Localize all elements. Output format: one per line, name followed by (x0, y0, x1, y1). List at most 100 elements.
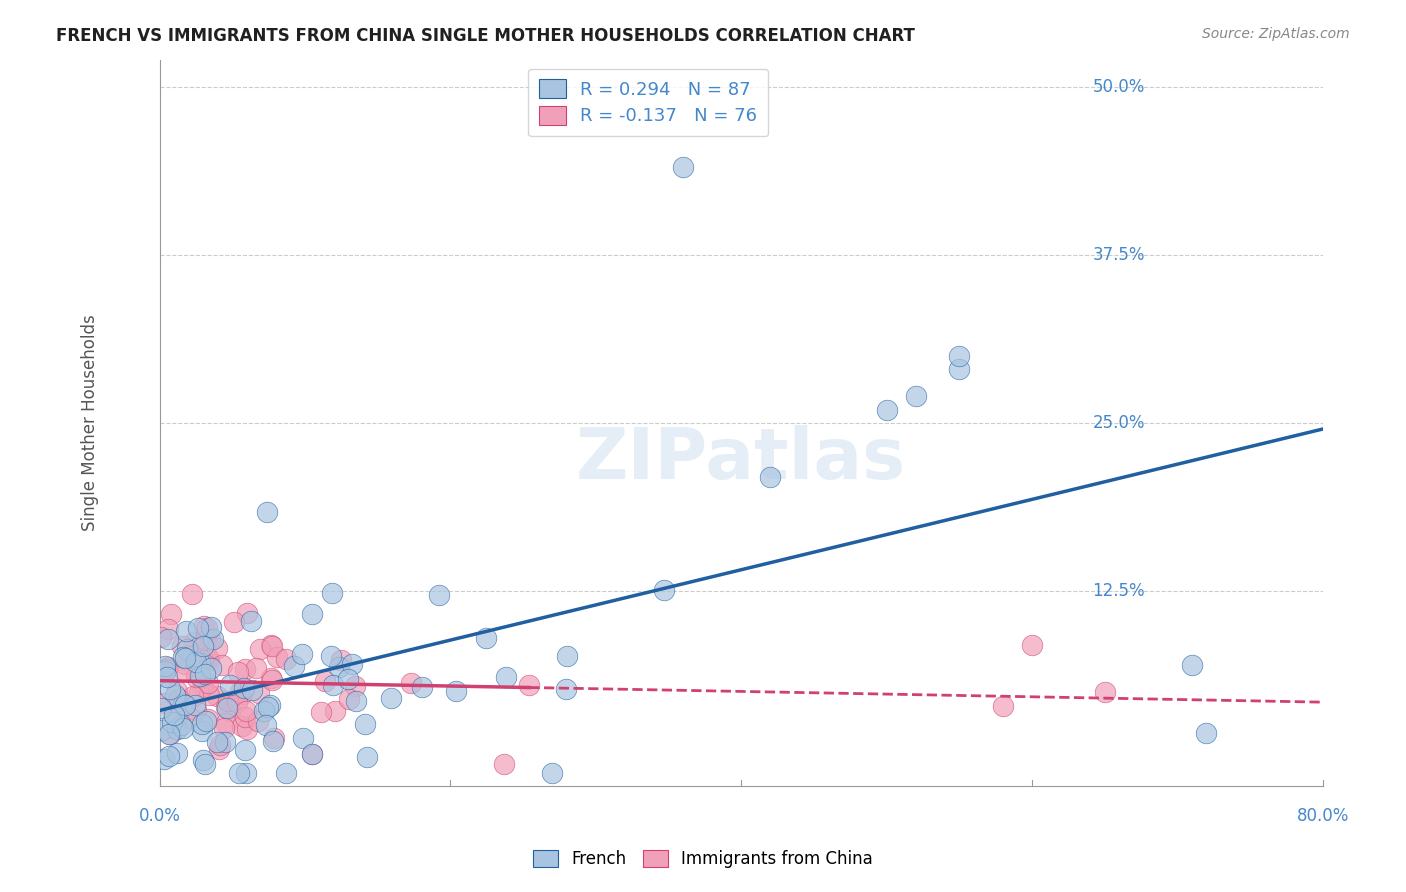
Point (172, 722, 194, 736)
Point (259, 638, 281, 652)
Point (200, 661, 222, 675)
Point (380, 690, 402, 705)
Point (174, 651, 197, 665)
Point (183, 698, 205, 712)
Point (240, 683, 263, 698)
Point (321, 586, 343, 600)
Point (209, 738, 232, 752)
Point (259, 698, 281, 712)
Point (191, 724, 214, 739)
Point (153, 696, 176, 710)
Point (256, 505, 278, 519)
Point (222, 615, 245, 629)
Text: 80.0%: 80.0% (1296, 806, 1348, 824)
Point (1094, 685, 1116, 699)
Point (554, 681, 576, 696)
Legend: R = 0.294   N = 87, R = -0.137   N = 76: R = 0.294 N = 87, R = -0.137 N = 76 (529, 69, 768, 136)
Point (186, 702, 208, 716)
Point (245, 660, 267, 674)
Point (195, 621, 218, 635)
Text: 25.0%: 25.0% (1092, 414, 1144, 432)
Point (191, 679, 214, 693)
Point (160, 715, 183, 730)
Point (231, 687, 253, 701)
Point (494, 757, 516, 772)
Point (225, 695, 247, 709)
Point (163, 688, 186, 702)
Point (235, 722, 257, 736)
Point (262, 639, 284, 653)
Text: 50.0%: 50.0% (1092, 78, 1144, 95)
Point (1021, 638, 1043, 652)
Point (291, 731, 314, 746)
Point (174, 698, 197, 713)
Point (218, 704, 240, 718)
Point (181, 587, 204, 601)
Point (201, 632, 224, 646)
Point (186, 670, 208, 684)
Point (233, 710, 256, 724)
Point (235, 704, 257, 718)
Point (340, 657, 363, 671)
Point (540, 766, 562, 780)
Point (179, 710, 201, 724)
Point (156, 632, 179, 646)
Point (166, 722, 188, 736)
Point (191, 753, 214, 767)
Point (173, 663, 195, 677)
Point (194, 757, 217, 772)
Point (260, 673, 283, 687)
Point (214, 735, 236, 749)
Point (150, 723, 173, 737)
Point (186, 655, 208, 669)
Point (191, 717, 214, 731)
Point (323, 704, 346, 718)
Point (330, 652, 353, 666)
Point (160, 607, 183, 622)
Point (170, 718, 193, 732)
Point (475, 632, 498, 646)
Point (236, 606, 259, 620)
Point (263, 731, 285, 746)
Point (266, 650, 288, 665)
Point (411, 680, 433, 694)
Point (495, 670, 517, 684)
Point (291, 647, 314, 661)
Point (876, 402, 898, 417)
Point (356, 749, 378, 764)
Point (274, 652, 297, 666)
Point (337, 692, 360, 706)
Point (159, 681, 181, 696)
Point (235, 766, 257, 780)
Point (249, 641, 271, 656)
Legend: French, Immigrants from China: French, Immigrants from China (526, 843, 880, 875)
Point (187, 686, 209, 700)
Point (344, 694, 367, 708)
Point (197, 712, 219, 726)
Point (188, 656, 211, 670)
Point (194, 666, 217, 681)
Point (301, 607, 323, 622)
Point (197, 650, 219, 665)
Point (208, 741, 231, 756)
Point (262, 733, 284, 747)
Point (200, 620, 222, 634)
Point (172, 639, 194, 653)
Point (231, 719, 253, 733)
Point (274, 766, 297, 780)
Text: ZIPatlas: ZIPatlas (576, 425, 907, 494)
Point (173, 657, 195, 671)
Point (555, 649, 578, 664)
Point (672, 161, 695, 175)
Point (254, 718, 277, 732)
Point (301, 747, 323, 761)
Point (343, 679, 366, 693)
Point (191, 640, 214, 654)
Point (205, 640, 228, 655)
Point (1181, 658, 1204, 673)
Point (166, 710, 188, 724)
Point (197, 675, 219, 690)
Point (150, 631, 173, 645)
Point (354, 716, 377, 731)
Point (157, 660, 180, 674)
